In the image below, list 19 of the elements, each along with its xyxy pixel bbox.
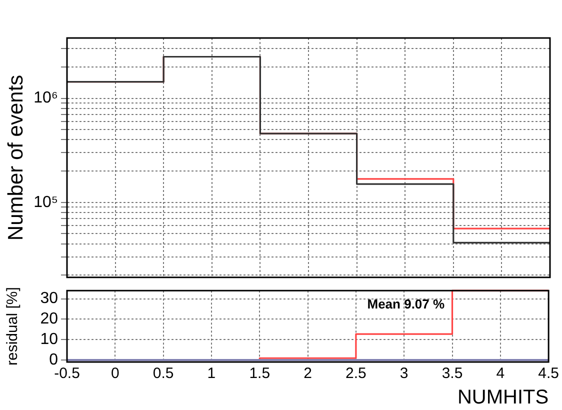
y-tick-label: 20 xyxy=(40,310,58,328)
y-tick-label: 10⁶ xyxy=(34,90,58,107)
annotation: Mean 9.07 % xyxy=(367,296,445,312)
x-tick-label: 3 xyxy=(400,365,408,382)
x-tick-label: 1 xyxy=(207,365,216,382)
y-tick-label: 10⁵ xyxy=(34,194,58,211)
x-tick-label: 2 xyxy=(304,365,312,382)
x-tick-label: 0 xyxy=(110,365,120,382)
y-axis-title: Number of events xyxy=(4,74,28,241)
x-tick-label: 2.5 xyxy=(346,365,366,382)
y-axis-title: residual [%] xyxy=(4,287,22,366)
x-tick-label: 4.5 xyxy=(538,365,560,382)
x-tick-label: 0.5 xyxy=(152,365,174,382)
x-tick-label: 1.5 xyxy=(249,365,270,382)
x-axis-title: NUMHITS xyxy=(457,386,549,409)
x-tick-label: 4 xyxy=(496,365,505,382)
y-tick-label: 10 xyxy=(40,330,58,348)
x-tick-label: 3.5 xyxy=(442,365,463,382)
y-tick-label: 30 xyxy=(40,290,58,308)
